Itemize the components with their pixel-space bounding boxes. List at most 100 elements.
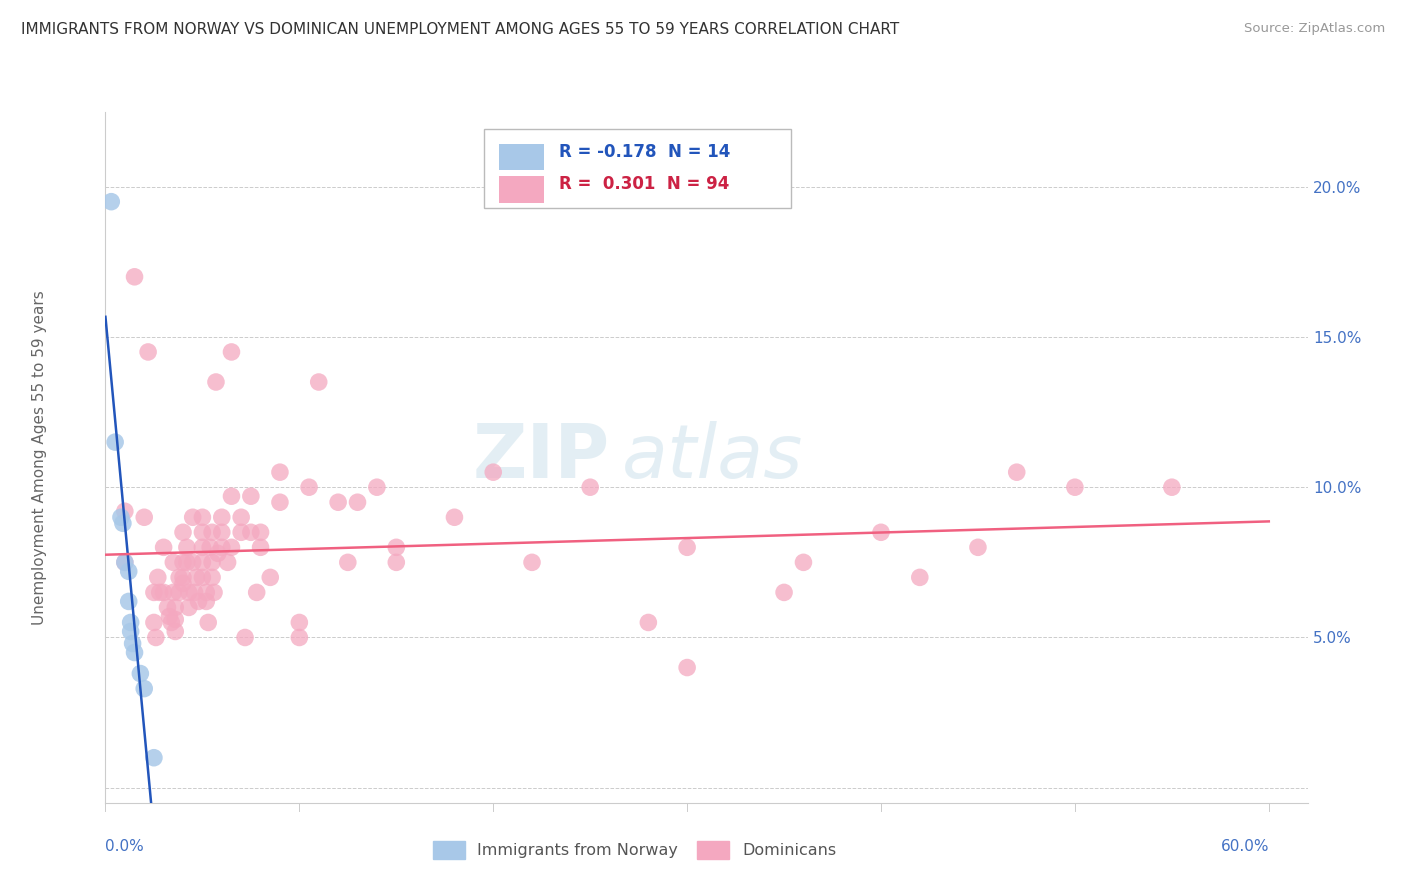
Point xyxy=(1064,480,1087,494)
Point xyxy=(191,541,214,555)
Point xyxy=(176,541,198,555)
Point xyxy=(114,555,136,569)
Point xyxy=(346,495,368,509)
Point xyxy=(156,600,179,615)
Point xyxy=(201,570,224,584)
Point xyxy=(172,570,194,584)
Point xyxy=(118,594,141,608)
Point xyxy=(201,555,224,569)
Point xyxy=(129,666,152,681)
Point xyxy=(186,570,208,584)
Point xyxy=(249,525,271,540)
Point xyxy=(202,585,225,599)
Point xyxy=(145,631,167,645)
Point xyxy=(162,555,184,569)
Point xyxy=(1005,465,1028,479)
Point xyxy=(249,541,271,555)
Text: 60.0%: 60.0% xyxy=(1220,838,1270,854)
Point xyxy=(165,624,187,639)
Text: Unemployment Among Ages 55 to 59 years: Unemployment Among Ages 55 to 59 years xyxy=(32,290,46,624)
Point xyxy=(205,375,228,389)
Point xyxy=(191,570,214,584)
Point xyxy=(195,594,218,608)
Text: R = -0.178  N = 14: R = -0.178 N = 14 xyxy=(558,143,730,161)
Point xyxy=(239,489,262,503)
Point xyxy=(177,585,200,599)
Point xyxy=(336,555,359,569)
Point xyxy=(676,541,699,555)
Point xyxy=(195,585,218,599)
Point xyxy=(443,510,465,524)
Point xyxy=(326,495,349,509)
Point xyxy=(211,510,233,524)
Point xyxy=(165,612,187,626)
Point xyxy=(908,570,931,584)
Point xyxy=(482,465,505,479)
Point xyxy=(124,646,146,660)
Point xyxy=(152,541,174,555)
Point xyxy=(146,570,169,584)
Point xyxy=(288,615,311,630)
Point xyxy=(637,615,659,630)
FancyBboxPatch shape xyxy=(484,128,790,209)
Point xyxy=(134,510,156,524)
Point xyxy=(246,585,269,599)
Point xyxy=(217,555,239,569)
Point xyxy=(172,525,194,540)
Point xyxy=(298,480,321,494)
Point xyxy=(191,510,214,524)
Point xyxy=(579,480,602,494)
Point xyxy=(239,525,262,540)
Point xyxy=(172,555,194,569)
Point xyxy=(142,750,165,764)
Point xyxy=(366,480,388,494)
Point xyxy=(221,489,243,503)
Point xyxy=(114,555,136,569)
Point xyxy=(160,615,183,630)
Point xyxy=(792,555,814,569)
Point xyxy=(124,269,146,284)
Point xyxy=(110,510,132,524)
Point xyxy=(197,615,219,630)
Point xyxy=(207,546,229,560)
Point xyxy=(142,585,165,599)
Point xyxy=(233,631,256,645)
Bar xyxy=(499,177,544,202)
Text: R =  0.301  N = 94: R = 0.301 N = 94 xyxy=(558,175,730,193)
Legend: Immigrants from Norway, Dominicans: Immigrants from Norway, Dominicans xyxy=(427,836,841,864)
Point xyxy=(259,570,281,584)
Point xyxy=(181,555,204,569)
Text: 0.0%: 0.0% xyxy=(105,838,145,854)
Point xyxy=(308,375,330,389)
Text: atlas: atlas xyxy=(623,421,804,493)
Point xyxy=(183,585,205,599)
Point xyxy=(165,600,187,615)
Point xyxy=(520,555,543,569)
Point xyxy=(187,594,209,608)
Point xyxy=(104,435,127,450)
Point xyxy=(967,541,990,555)
Point xyxy=(201,525,224,540)
Point xyxy=(221,345,243,359)
Point xyxy=(385,541,408,555)
Point xyxy=(269,465,291,479)
Point xyxy=(100,194,122,209)
Point xyxy=(134,681,156,696)
Point xyxy=(773,585,796,599)
Text: IMMIGRANTS FROM NORWAY VS DOMINICAN UNEMPLOYMENT AMONG AGES 55 TO 59 YEARS CORRE: IMMIGRANTS FROM NORWAY VS DOMINICAN UNEM… xyxy=(21,22,900,37)
Point xyxy=(870,525,893,540)
Point xyxy=(198,541,221,555)
Point xyxy=(176,555,198,569)
Point xyxy=(269,495,291,509)
Text: Source: ZipAtlas.com: Source: ZipAtlas.com xyxy=(1244,22,1385,36)
Point xyxy=(211,541,233,555)
Point xyxy=(1160,480,1182,494)
Point xyxy=(121,636,143,650)
Point xyxy=(177,600,200,615)
Point xyxy=(142,615,165,630)
Point xyxy=(172,576,194,591)
Point xyxy=(136,345,159,359)
Point xyxy=(120,615,142,630)
Point xyxy=(111,516,134,531)
Point xyxy=(162,585,184,599)
